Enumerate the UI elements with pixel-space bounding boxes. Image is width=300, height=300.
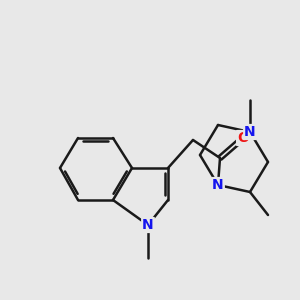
Text: N: N bbox=[244, 125, 256, 139]
Text: N: N bbox=[142, 218, 154, 232]
Text: O: O bbox=[237, 131, 249, 145]
Text: N: N bbox=[212, 178, 224, 192]
